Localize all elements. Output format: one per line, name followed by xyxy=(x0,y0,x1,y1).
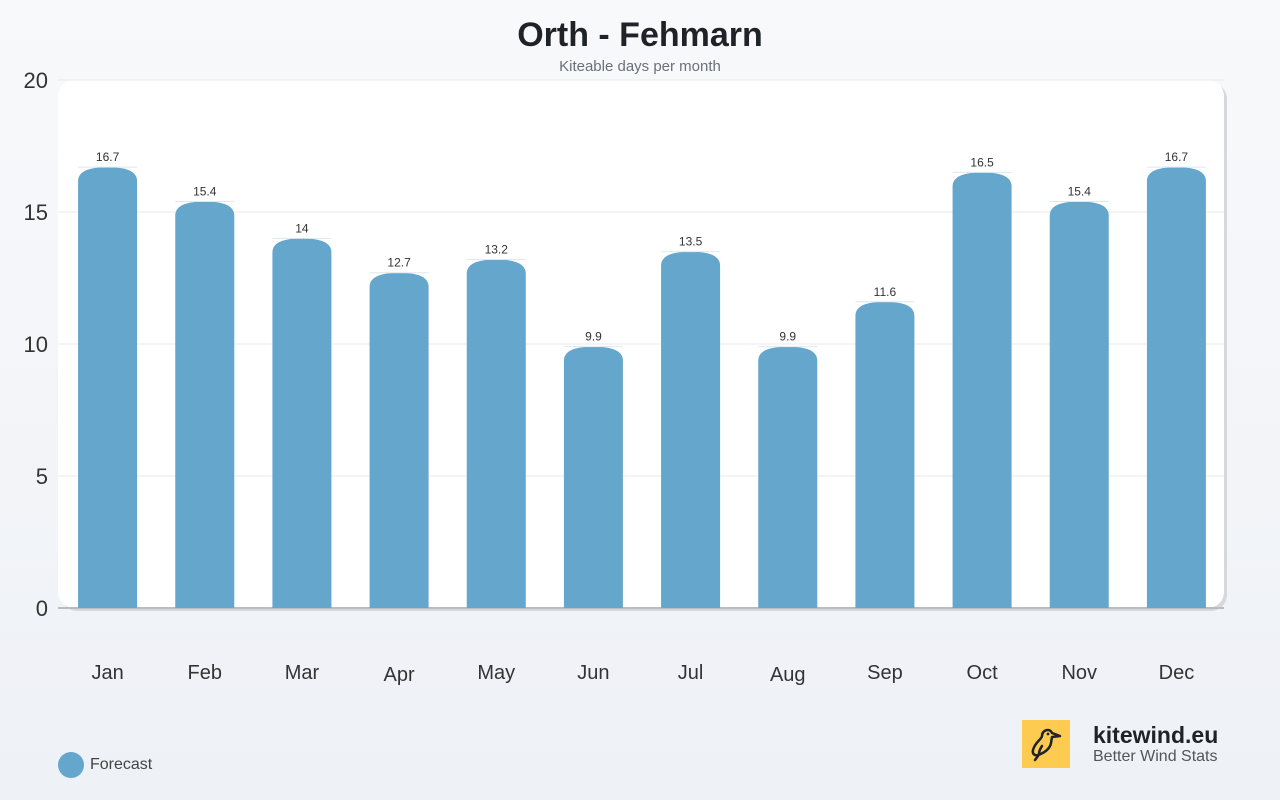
x-tick-label: Mar xyxy=(285,662,320,684)
bar-feb xyxy=(175,201,235,608)
x-tick-label: Jun xyxy=(577,662,609,684)
x-tick-label: Apr xyxy=(384,664,415,686)
brand-tagline: Better Wind Stats xyxy=(1093,748,1218,765)
bar-aug xyxy=(758,346,818,608)
bar-jun xyxy=(563,346,623,608)
y-tick-label: 5 xyxy=(36,464,48,489)
x-tick-label: Feb xyxy=(188,662,222,684)
data-label: 15.4 xyxy=(193,184,217,198)
brand: kitewind.eu Better Wind Stats xyxy=(1022,720,1218,768)
y-tick-label: 10 xyxy=(24,332,48,357)
data-label: 12.7 xyxy=(387,256,411,270)
bar-jan xyxy=(78,167,138,608)
x-tick-label: Sep xyxy=(867,662,903,684)
bar-nov xyxy=(1049,201,1109,608)
bar-may xyxy=(466,259,526,608)
bar-apr xyxy=(369,272,429,608)
chart-title: Orth - Fehmarn xyxy=(517,16,763,54)
legend-label: Forecast xyxy=(90,756,153,773)
chart-subtitle: Kiteable days per month xyxy=(559,58,721,75)
y-tick-label: 0 xyxy=(36,596,48,621)
y-tick-label: 20 xyxy=(24,68,48,93)
x-tick-label: Nov xyxy=(1061,662,1097,684)
data-label: 13.5 xyxy=(679,235,703,249)
data-label: 16.7 xyxy=(96,150,120,164)
x-tick-label: Jul xyxy=(678,662,704,684)
bar-dec xyxy=(1146,167,1206,608)
brand-name: kitewind.eu xyxy=(1093,722,1219,748)
x-tick-label: Oct xyxy=(967,662,999,684)
data-label: 13.2 xyxy=(485,243,509,257)
bar-jul xyxy=(661,251,721,608)
x-tick-label: May xyxy=(477,662,515,684)
bar-mar xyxy=(272,238,332,608)
data-label: 14 xyxy=(295,221,309,235)
data-label: 16.5 xyxy=(970,155,994,169)
data-label: 9.9 xyxy=(779,330,796,344)
data-label: 9.9 xyxy=(585,330,602,344)
legend-item-forecast[interactable]: Forecast xyxy=(58,752,152,778)
legend-swatch xyxy=(58,752,84,778)
bar-sep xyxy=(855,301,915,608)
data-label: 11.6 xyxy=(874,285,897,299)
data-label: 16.7 xyxy=(1165,150,1189,164)
x-tick-label: Jan xyxy=(91,662,123,684)
x-tick-label: Dec xyxy=(1159,662,1195,684)
bar-oct xyxy=(952,172,1012,608)
x-tick-label: Aug xyxy=(770,664,806,686)
data-label: 15.4 xyxy=(1068,184,1092,198)
bird-icon xyxy=(1022,720,1070,768)
y-tick-label: 15 xyxy=(24,200,48,225)
